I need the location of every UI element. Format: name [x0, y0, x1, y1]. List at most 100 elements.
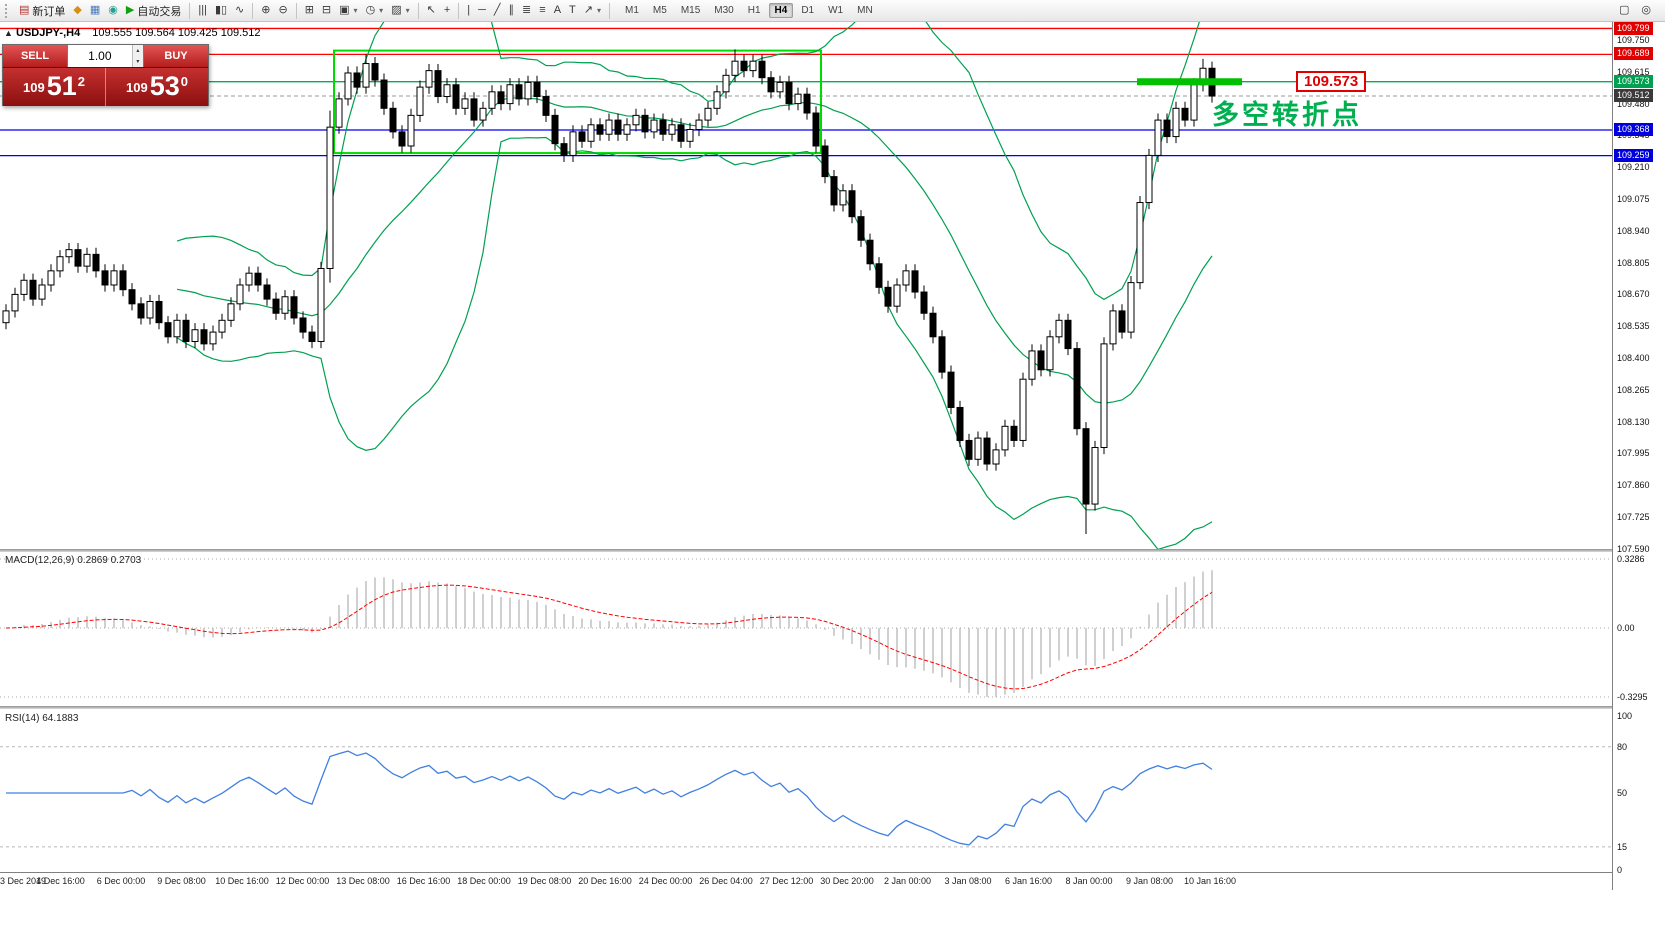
candle-body — [1091, 447, 1099, 505]
clock-icon: ◷ — [365, 4, 376, 16]
candle-body — [974, 437, 982, 460]
chart-info-line: USDJPY-,H4 109.555 109.564 109.425 109.5… — [16, 27, 260, 39]
crosshair-button[interactable]: + — [440, 1, 454, 20]
line-chart-button[interactable]: ∿ — [231, 1, 248, 20]
new-chart-icon: ▣ — [339, 4, 350, 16]
new-order-button-label: 新订单 — [32, 5, 66, 18]
time-axis-label: 13 Dec 08:00 — [336, 876, 390, 886]
candlestick-chart-button[interactable]: ▮▯ — [211, 1, 231, 20]
buy-button[interactable]: BUY — [144, 45, 208, 67]
price-axis-tick: 109.210 — [1617, 162, 1650, 173]
templates-button[interactable]: ▨ ▾ — [387, 1, 413, 20]
turning-point-annotation[interactable]: 多空转折点 — [1212, 100, 1362, 130]
terminal-icon[interactable]: ▦ — [86, 1, 104, 20]
text-button[interactable]: A — [550, 1, 565, 20]
toolbar-separator — [609, 2, 610, 19]
shapes-button[interactable]: ≡ — [535, 1, 549, 20]
arrange-windows-button[interactable]: ⊟ — [318, 1, 335, 20]
panel-separator[interactable] — [0, 549, 1665, 552]
volume-decrease-button[interactable]: ▾ — [132, 56, 143, 67]
horizontal-line-button[interactable]: ─ — [474, 1, 490, 20]
timeframe-m15-button[interactable]: M15 — [680, 5, 701, 16]
price-axis-tick: 108.535 — [1617, 321, 1650, 332]
time-axis-label: 26 Dec 04:00 — [699, 876, 753, 886]
timeframes-toolbar: M1 M5 M15 M30 H1 H4 D1 W1 MN — [618, 3, 880, 18]
price-chart[interactable] — [0, 22, 1612, 550]
range-rectangle[interactable] — [333, 49, 822, 155]
bar-chart-button[interactable]: ||| — [194, 1, 211, 20]
periods-button[interactable]: ◷ ▾ — [362, 1, 388, 20]
candle-body — [164, 322, 172, 338]
line-chart-icon: ∿ — [235, 4, 245, 16]
dropdown-arrow-icon[interactable]: ▾ — [353, 6, 358, 15]
candle-body — [1154, 119, 1162, 156]
candle-body — [1073, 348, 1081, 430]
dropdown-arrow-icon[interactable]: ▾ — [596, 6, 601, 15]
candle-body — [11, 293, 19, 312]
search-button[interactable]: ◎ — [1637, 1, 1655, 20]
label-button[interactable]: T — [565, 1, 580, 20]
autotrading-button[interactable]: ▶ 自动交易 — [122, 1, 185, 20]
rsi-panel[interactable] — [0, 710, 1612, 870]
candle-body — [308, 331, 316, 343]
zoom-in-button[interactable]: ⊕ — [257, 1, 274, 20]
candle-body — [155, 300, 163, 324]
dropdown-arrow-icon[interactable]: ▾ — [379, 6, 384, 15]
sell-button[interactable]: SELL — [3, 45, 67, 67]
rsi-axis-label: 50 — [1617, 788, 1628, 798]
macd-axis-label: 0.00 — [1617, 623, 1635, 633]
candle-body — [839, 190, 847, 206]
price-callout-label[interactable]: 109.573 — [1296, 71, 1367, 92]
timeframe-h1-button[interactable]: H1 — [747, 5, 761, 16]
arrows-button[interactable]: ↗ ▾ — [580, 1, 605, 20]
volume-input[interactable] — [68, 45, 132, 67]
tile-windows-icon: ⊞ — [304, 4, 314, 16]
market-watch-icon[interactable]: ◉ — [104, 1, 122, 20]
cursor-button[interactable]: ↖ — [423, 1, 440, 20]
timeframe-h4-button[interactable]: H4 — [768, 3, 794, 18]
tile-windows-button[interactable]: ⊞ — [301, 1, 318, 20]
time-axis-label: 27 Dec 12:00 — [759, 876, 814, 886]
one-click-panel-toggle[interactable]: ▲ — [4, 28, 13, 38]
channel-button[interactable]: ∥ — [505, 1, 519, 20]
dropdown-arrow-icon[interactable]: ▾ — [405, 6, 410, 15]
new-chart-button[interactable]: ▣ ▾ — [335, 1, 361, 20]
bar-chart-icon: ||| — [198, 4, 207, 16]
window-icon: ▢ — [1618, 4, 1630, 16]
sell-price-button[interactable]: 109 51 2 — [3, 68, 106, 106]
buy-price-button[interactable]: 109 53 0 — [106, 68, 208, 106]
timeframe-m30-button[interactable]: M30 — [714, 5, 734, 16]
timeframe-m1-button[interactable]: M1 — [625, 5, 639, 16]
main-toolbar: ▤ 新订单 ◆ ▦ ◉ ▶ 自动交易 ||| ▮▯ ∿ ⊕ ⊖ ⊞ ⊟ ▣ ▾ ◷ ▾ ▨ ▾ ↖ + | ─ ╱ ∥ ≣ ≡ A T ↗ ▾… — [0, 0, 1665, 22]
volume-increase-button[interactable]: ▴ — [132, 45, 143, 56]
arrange-windows-icon: ⊟ — [321, 4, 332, 16]
new-window-button[interactable]: ▢ — [1615, 1, 1633, 20]
candle-body — [911, 270, 919, 293]
time-axis[interactable]: 3 Dec 2019 4 Dec 16:00 6 Dec 00:00 9 Dec 08… — [0, 872, 1612, 890]
price-axis-tick: 107.860 — [1617, 480, 1650, 491]
macd-panel[interactable] — [0, 552, 1612, 706]
trendline-button[interactable]: ╱ — [490, 1, 505, 20]
metaeditor-icon[interactable]: ◆ — [69, 1, 85, 20]
candle-body — [380, 79, 388, 109]
price-axis-tick: 108.400 — [1617, 353, 1650, 363]
candle-body — [371, 63, 379, 81]
vertical-line-button[interactable]: | — [463, 1, 474, 20]
timeframe-w1-button[interactable]: W1 — [828, 5, 844, 16]
candle-body — [398, 131, 406, 147]
timeframe-mn-button[interactable]: MN — [857, 5, 873, 16]
macd-axis-label: 0.3286 — [1617, 554, 1645, 564]
timeframe-m5-button[interactable]: M5 — [652, 5, 667, 16]
panel-separator[interactable] — [0, 706, 1665, 709]
chart-window: ▲ USDJPY-,H4 109.555 109.564 109.425 109… — [0, 22, 1665, 945]
toolbar-grip[interactable] — [5, 3, 10, 18]
autotrading-button-label: 自动交易 — [137, 5, 182, 18]
price-axis[interactable]: 109.750109.615109.480109.345109.210109.0… — [1612, 22, 1665, 890]
candle-body — [641, 114, 649, 133]
zoom-out-button[interactable]: ⊖ — [274, 1, 291, 20]
candle-body — [38, 284, 46, 300]
timeframe-d1-button[interactable]: D1 — [801, 5, 815, 16]
channel-icon: ∥ — [508, 4, 515, 16]
fibonacci-button[interactable]: ≣ — [518, 1, 535, 20]
new-order-button[interactable]: ▤ 新订单 — [15, 1, 69, 20]
